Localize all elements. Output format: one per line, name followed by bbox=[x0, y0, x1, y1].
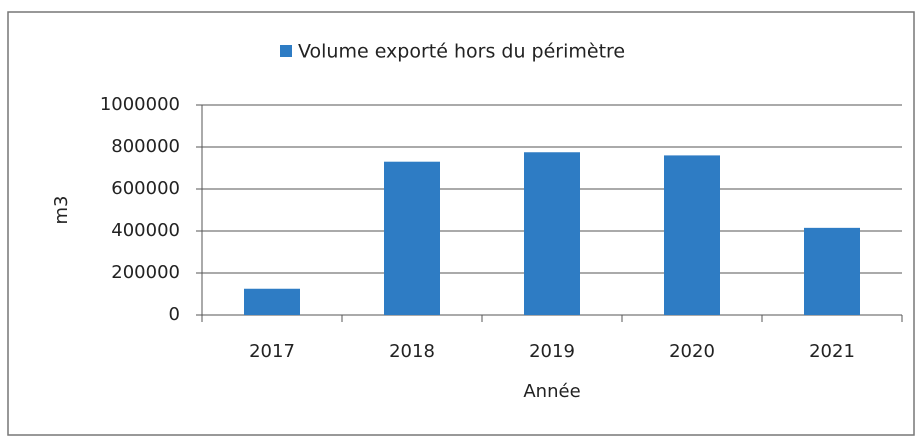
bar bbox=[244, 288, 300, 315]
x-axis-label: Année bbox=[523, 381, 580, 402]
bar bbox=[664, 155, 720, 315]
x-tick-label: 2020 bbox=[669, 341, 715, 362]
bar bbox=[524, 152, 580, 315]
y-tick-label: 0 bbox=[169, 304, 180, 325]
y-tick-label: 600000 bbox=[111, 178, 180, 199]
x-tick-label: 2021 bbox=[809, 341, 855, 362]
legend-label: Volume exporté hors du périmètre bbox=[298, 41, 625, 63]
bar bbox=[384, 161, 440, 315]
bar bbox=[804, 227, 860, 315]
y-tick-label: 800000 bbox=[111, 136, 180, 157]
y-tick-label: 1000000 bbox=[100, 94, 180, 115]
x-tick-label: 2017 bbox=[249, 341, 295, 362]
chart-frame bbox=[7, 11, 915, 436]
legend-swatch bbox=[280, 45, 292, 57]
y-tick-label: 400000 bbox=[111, 220, 180, 241]
x-tick-label: 2019 bbox=[529, 341, 575, 362]
y-tick-label: 200000 bbox=[111, 262, 180, 283]
y-axis-label: m3 bbox=[51, 196, 72, 225]
x-tick-label: 2018 bbox=[389, 341, 435, 362]
